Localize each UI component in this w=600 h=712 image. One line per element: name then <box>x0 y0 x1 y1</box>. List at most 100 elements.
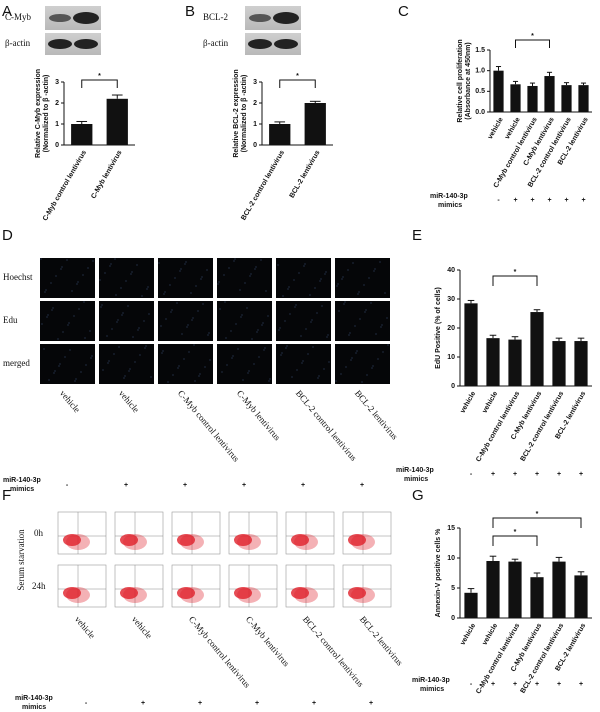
cell-dot <box>192 317 194 319</box>
cell-dot <box>370 302 372 304</box>
significance-label: * <box>531 33 534 40</box>
cell-dot <box>206 269 208 271</box>
cell-dot <box>285 347 287 349</box>
cell-dot <box>231 357 233 359</box>
cell-dot <box>221 371 223 373</box>
cell-cloud <box>234 587 252 599</box>
cell-dot <box>132 336 134 338</box>
cell-dot <box>161 352 163 354</box>
treatment-sign: + <box>242 482 246 489</box>
panel-letter: E <box>412 227 422 244</box>
y-tick-label: 1.5 <box>475 47 485 54</box>
row-label: Hoechst <box>3 272 33 282</box>
cell-dot <box>77 281 79 283</box>
cell-dot <box>379 261 381 263</box>
x-tick-label: BCL-2 control lentivirus <box>240 149 286 221</box>
blot-label: β-actin <box>5 38 31 48</box>
significance-bracket <box>515 39 550 48</box>
cell-cloud <box>291 534 309 546</box>
cell-dot <box>109 265 111 267</box>
cell-dot <box>89 330 91 332</box>
cell-dot <box>116 321 118 323</box>
cell-dot <box>253 363 255 365</box>
cell-dot <box>258 356 260 358</box>
cell-dot <box>268 380 270 382</box>
cell-dot <box>48 379 50 381</box>
cell-dot <box>291 376 293 378</box>
bar <box>493 70 504 112</box>
cell-cloud <box>66 534 90 550</box>
treatment-label: mimics <box>420 686 444 693</box>
treatment-sign: + <box>491 471 495 478</box>
treatment-sign: + <box>255 700 259 707</box>
cell-dot <box>335 380 337 382</box>
bar <box>486 338 500 386</box>
cell-dot <box>114 258 116 260</box>
cell-dot <box>377 358 379 360</box>
cell-dot <box>165 318 167 320</box>
bar <box>510 84 521 112</box>
cell-dot <box>356 350 358 352</box>
cell-dot <box>265 290 267 292</box>
treatment-sign: + <box>513 471 517 478</box>
cell-dot <box>64 356 66 358</box>
cell-dot <box>261 324 263 326</box>
cell-dot <box>163 293 165 295</box>
flow-plot <box>114 564 164 608</box>
cell-dot <box>113 353 115 355</box>
cell-dot <box>136 264 138 266</box>
cell-dot <box>336 285 338 287</box>
treatment-sign: + <box>124 482 128 489</box>
cell-cloud <box>348 534 366 546</box>
cell-dot <box>191 319 193 321</box>
cell-dot <box>185 261 187 263</box>
cell-dot <box>256 331 258 333</box>
blot-label: β-actin <box>203 38 229 48</box>
cell-dot <box>217 283 219 285</box>
cell-dot <box>269 378 271 380</box>
cell-dot <box>131 271 133 273</box>
micrograph <box>217 344 272 384</box>
cell-dot <box>69 349 71 351</box>
cell-dot <box>66 259 68 261</box>
cell-dot <box>198 375 200 377</box>
cell-dot <box>317 377 319 379</box>
cell-dot <box>352 262 354 264</box>
cell-dot <box>374 268 376 270</box>
cell-dot <box>120 287 122 289</box>
flow-plot <box>228 511 278 555</box>
cell-dot <box>43 348 45 350</box>
cell-dot <box>223 274 225 276</box>
cell-dot <box>380 326 382 328</box>
cell-cloud <box>177 534 195 546</box>
cell-dot <box>240 316 242 318</box>
cell-dot <box>108 360 110 362</box>
flow-plot <box>285 511 335 555</box>
cell-dot <box>121 314 123 316</box>
cell-dot <box>230 330 232 332</box>
cell-cloud <box>66 587 90 603</box>
cell-dot <box>219 308 221 310</box>
cell-dot <box>326 336 328 338</box>
treatment-label: mimics <box>22 704 46 711</box>
cell-dot <box>257 329 259 331</box>
treatment-sign: + <box>301 482 305 489</box>
band <box>74 39 98 49</box>
column-label: BCL-2 lentivirus <box>353 388 400 442</box>
y-tick-label: 20 <box>447 325 455 332</box>
cell-cloud <box>237 587 261 603</box>
cell-cloud <box>123 587 147 603</box>
cell-dot <box>225 337 227 339</box>
column-label: C-Myb control lentivirus <box>176 388 242 464</box>
cell-dot <box>40 258 42 260</box>
y-axis-label: Relative BCL-2 expression <box>233 69 240 157</box>
treatment-sign: + <box>557 471 561 478</box>
cell-dot <box>147 286 149 288</box>
cell-cloud <box>180 534 204 550</box>
cell-dot <box>186 326 188 328</box>
cell-cloud <box>237 534 261 550</box>
band <box>249 14 271 22</box>
cell-dot <box>125 280 127 282</box>
y-tick-label: 1 <box>253 121 257 128</box>
cell-dot <box>143 320 145 322</box>
